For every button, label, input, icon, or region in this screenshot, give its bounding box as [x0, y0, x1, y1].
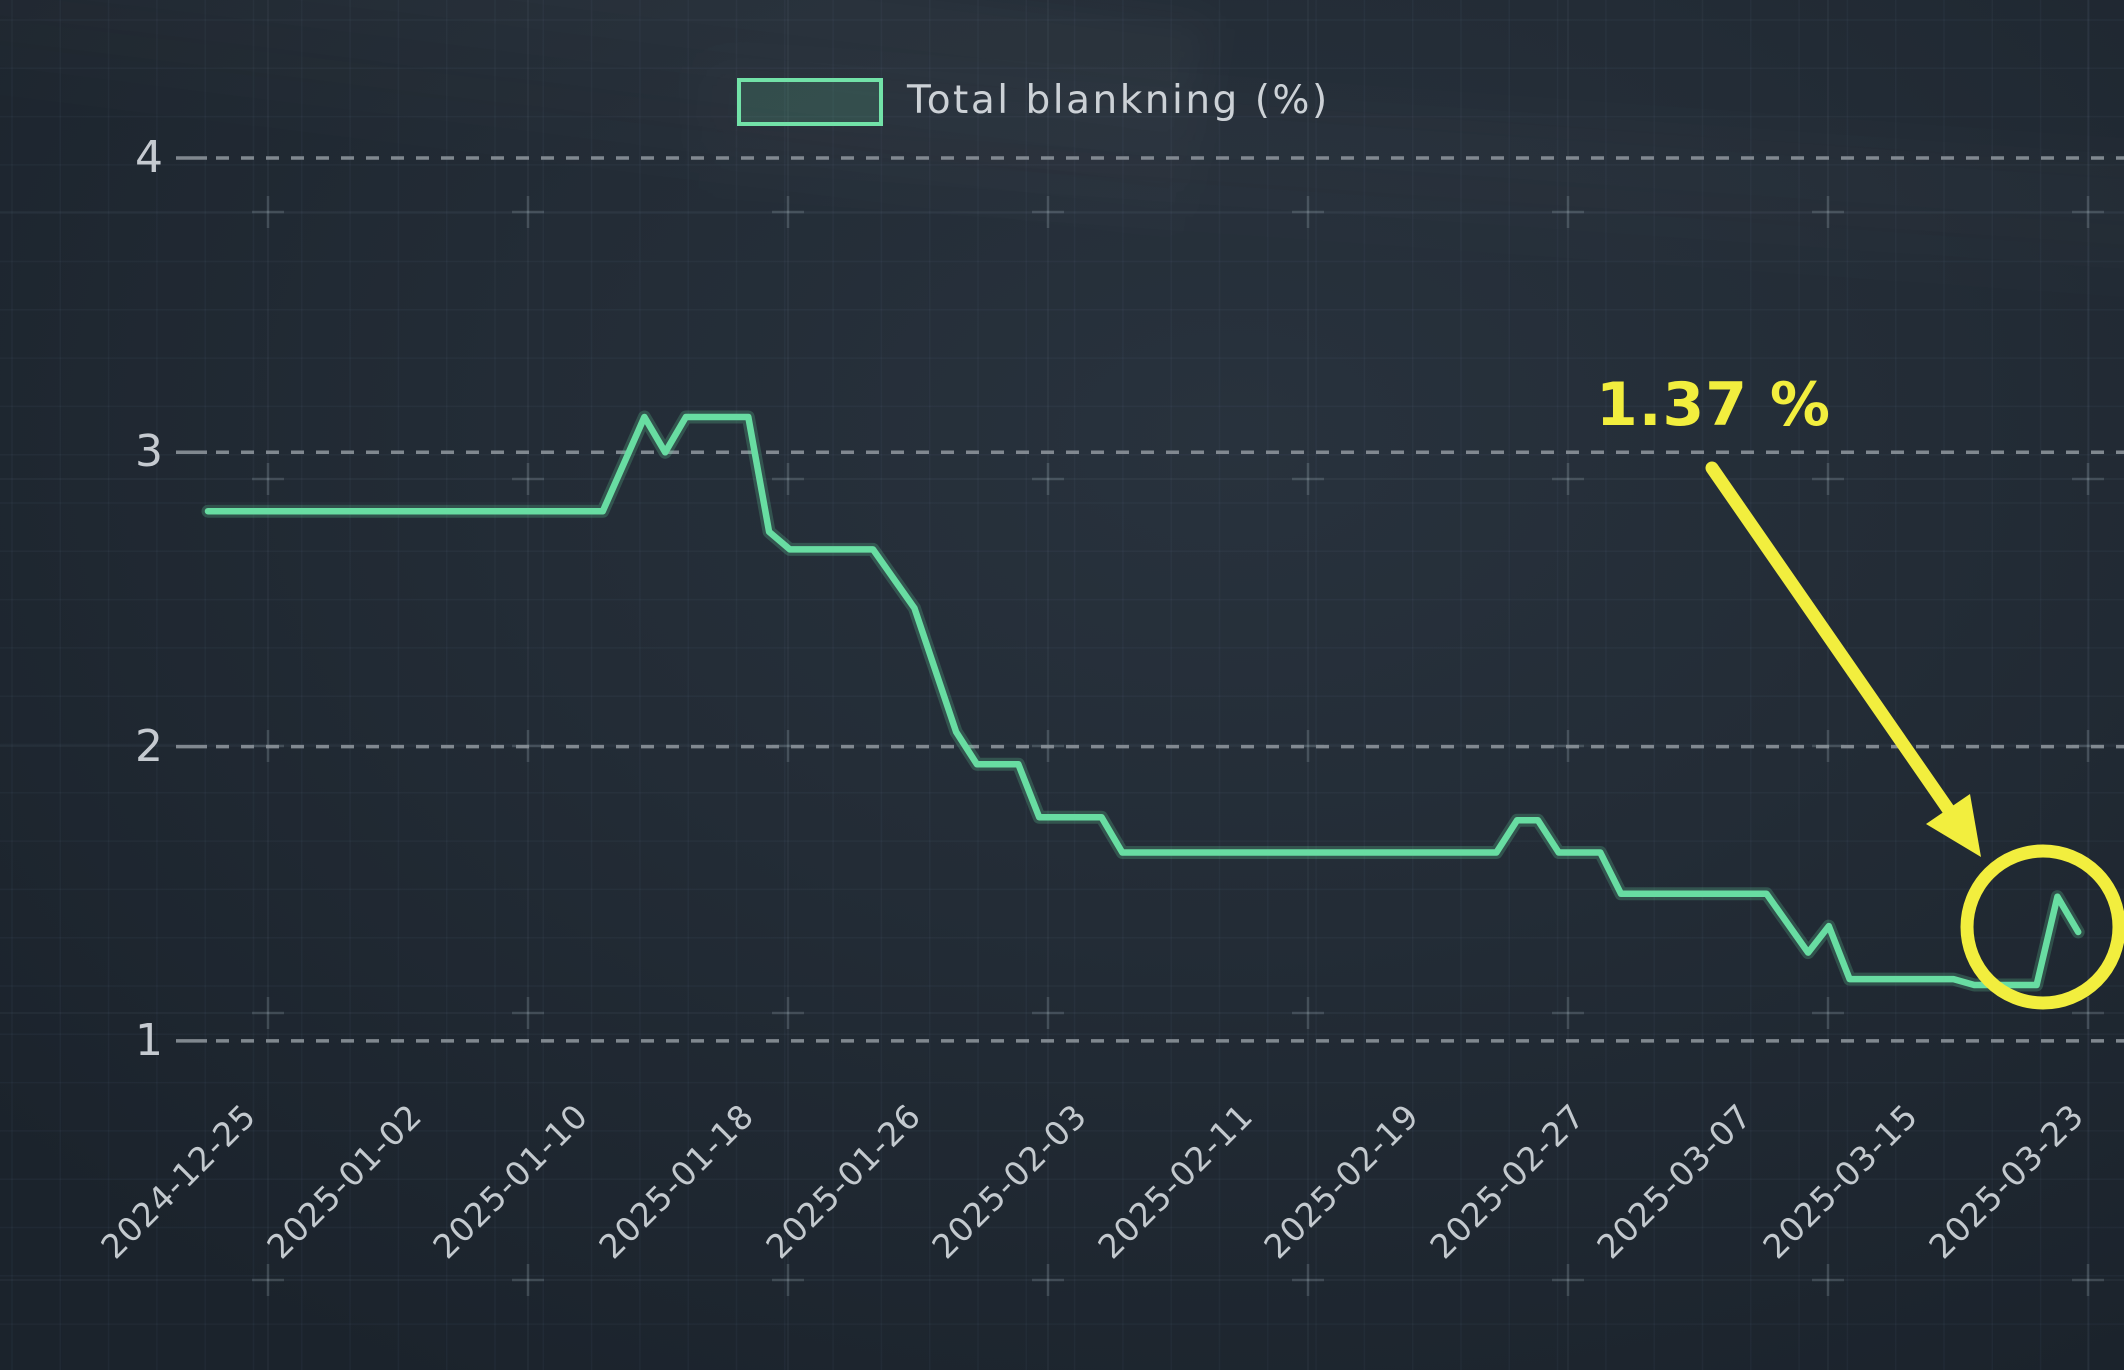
- y-tick-label: 1: [135, 1014, 163, 1066]
- annotation-value-label: 1.37 %: [1596, 370, 1832, 440]
- legend-label: Total blankning (%): [907, 77, 1330, 123]
- y-tick-label: 4: [135, 132, 163, 183]
- y-tick-label: 3: [135, 426, 163, 478]
- legend: Total blankning (%): [737, 78, 1330, 126]
- y-tick-label: 2: [135, 720, 163, 772]
- legend-swatch: [737, 78, 883, 126]
